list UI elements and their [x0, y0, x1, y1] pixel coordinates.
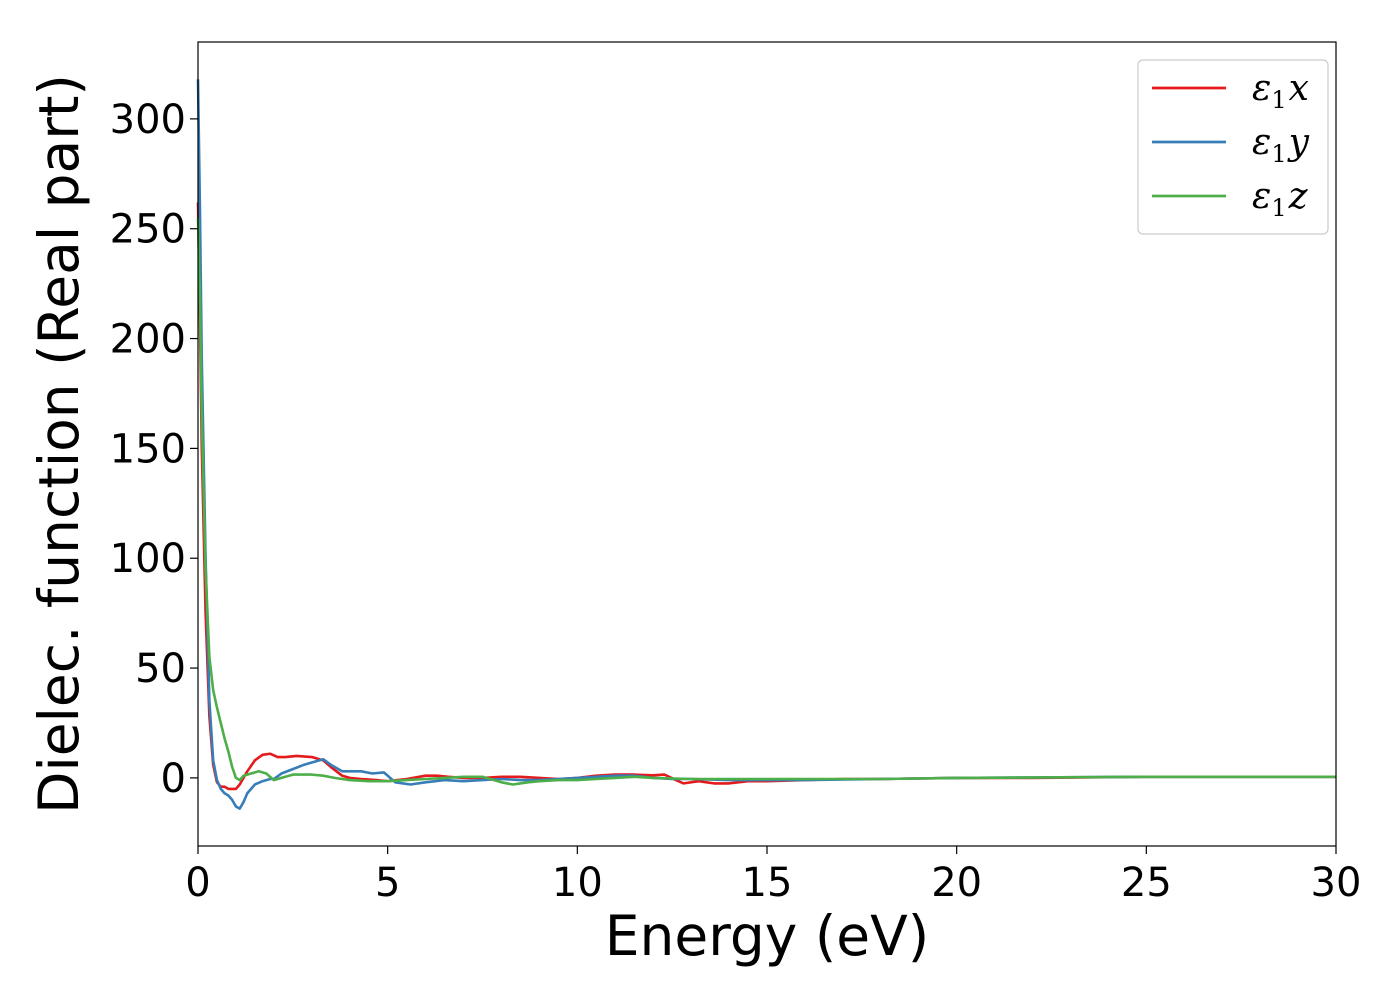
series-layer: [196, 79, 1336, 810]
y-tick-label: 0: [161, 756, 186, 802]
x-tick-label: 30: [1311, 860, 1362, 906]
x-axis-ticks: 0 5 10 15 20 25 30: [185, 846, 1361, 906]
legend-label-z: ε1z: [1252, 176, 1309, 222]
legend-label-y: ε1y: [1252, 122, 1310, 168]
x-tick-label: 15: [742, 860, 793, 906]
y-tick-label: 200: [110, 317, 186, 363]
y-tick-label: 150: [110, 426, 186, 472]
series-line-z: [196, 217, 1336, 786]
legend: ε1x ε1y ε1z: [1137, 59, 1329, 235]
y-axis-title: Dielec. function (Real part): [27, 74, 91, 814]
series-line-x: [196, 202, 1336, 791]
x-tick-label: 10: [552, 860, 603, 906]
legend-label-x: ε1x: [1252, 68, 1309, 114]
y-tick-label: 250: [110, 207, 186, 253]
legend-box: [1137, 59, 1329, 235]
x-tick-label: 25: [1121, 860, 1172, 906]
x-tick-label: 5: [375, 860, 400, 906]
x-axis-title: Energy (eV): [605, 904, 929, 968]
x-tick-label: 0: [185, 860, 210, 906]
x-tick-label: 20: [931, 860, 982, 906]
y-tick-label: 50: [135, 646, 186, 692]
y-tick-label: 300: [110, 97, 186, 143]
y-axis-ticks: 0 50 100 150 200 250 300: [110, 97, 198, 802]
y-tick-label: 100: [110, 536, 186, 582]
